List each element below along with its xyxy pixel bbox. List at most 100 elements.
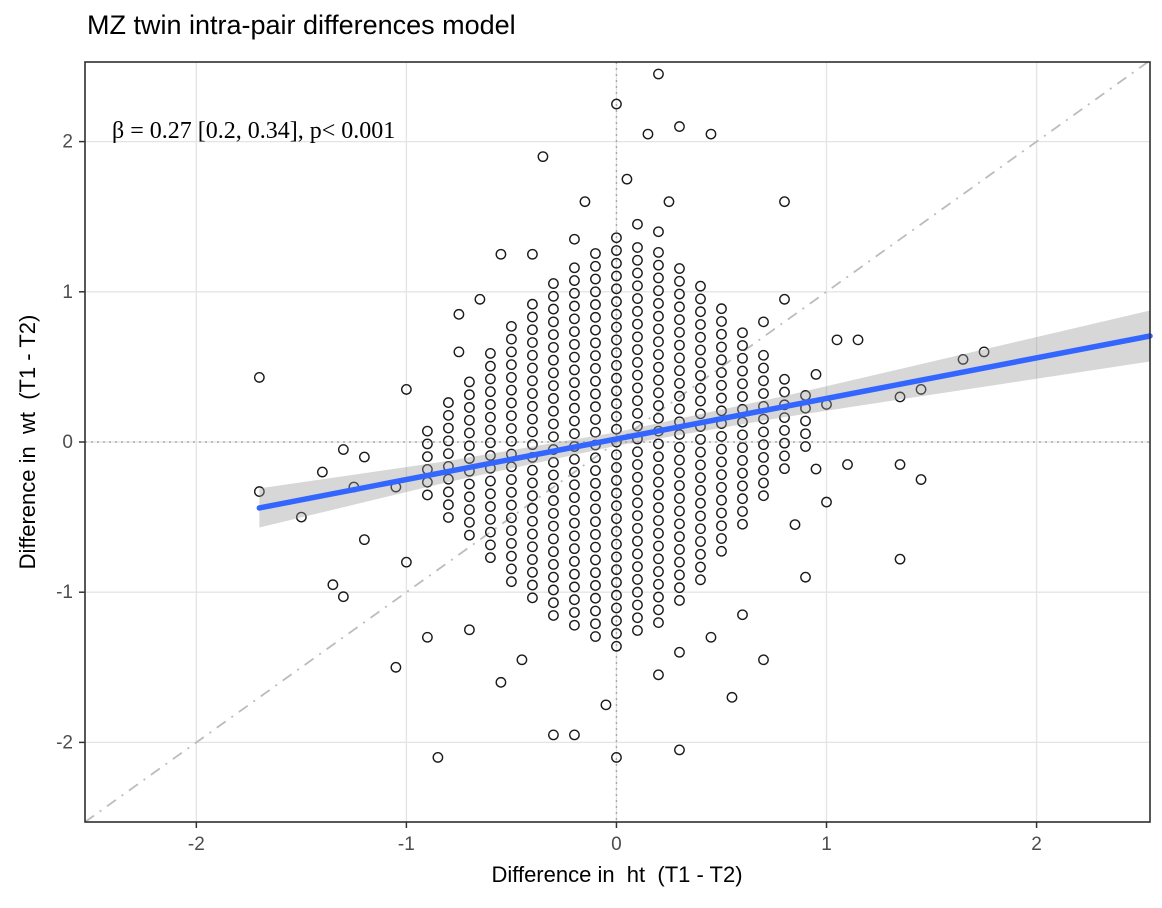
scatter-point	[590, 605, 601, 617]
scatter-point	[653, 502, 664, 514]
scatter-point	[632, 459, 643, 470]
scatter-point	[527, 541, 538, 553]
scatter-point	[611, 602, 622, 614]
scatter-point	[695, 446, 706, 458]
scatter-point	[548, 341, 559, 353]
scatter-point	[611, 423, 622, 435]
x-tick-label: -1	[398, 834, 415, 855]
scatter-point	[653, 259, 664, 271]
scatter-point	[590, 490, 601, 502]
scatter-point	[485, 475, 496, 487]
scatter-point	[653, 68, 664, 80]
scatter-point	[695, 395, 706, 407]
scatter-point	[569, 313, 580, 325]
scatter-point	[632, 318, 643, 330]
scatter-point	[590, 452, 601, 464]
scatter-point	[611, 232, 622, 244]
scatter-point	[569, 543, 580, 555]
scatter-point	[537, 151, 549, 163]
scatter-point	[674, 275, 685, 287]
scatter-point	[653, 578, 664, 590]
scatter-point	[632, 369, 643, 381]
scatter-point	[611, 411, 622, 422]
scatter-point	[527, 311, 538, 323]
scatter-point	[443, 397, 454, 408]
scatter-point	[611, 462, 622, 473]
scatter-point	[569, 287, 580, 299]
scatter-point	[653, 226, 664, 238]
scatter-point	[590, 311, 601, 323]
scatter-point	[695, 561, 706, 573]
scatter-point	[506, 372, 517, 383]
scatter-point	[758, 464, 769, 476]
scatter-point	[464, 453, 475, 464]
scatter-point	[653, 361, 664, 373]
scatter-point	[464, 414, 475, 426]
scatter-point	[695, 523, 706, 535]
scatter-point	[421, 631, 433, 643]
scatter-point	[779, 412, 790, 423]
scatter-point	[653, 349, 664, 360]
scatter-point	[705, 631, 717, 643]
scatter-point	[611, 487, 622, 499]
scatter-point	[632, 599, 643, 611]
scatter-point	[527, 528, 538, 540]
scatter-point	[611, 270, 622, 282]
scatter-point	[653, 336, 664, 348]
scatter-point	[632, 586, 643, 598]
scatter-point	[653, 387, 664, 399]
scatter-point	[758, 654, 769, 666]
scatter-point	[590, 401, 601, 413]
scatter-point	[569, 390, 580, 401]
scatter-point	[632, 382, 643, 394]
scatter-point	[695, 370, 706, 381]
scatter-point	[506, 486, 517, 498]
scatter-point	[653, 489, 664, 501]
scatter-point	[674, 301, 685, 313]
scatter-point	[611, 257, 622, 269]
scatter-point	[716, 482, 727, 493]
scatter-point	[548, 729, 559, 741]
scatter-point	[779, 293, 790, 305]
scatter-point	[569, 504, 580, 516]
scatter-point	[485, 513, 496, 525]
scatter-point	[590, 414, 601, 425]
scatter-point	[632, 535, 643, 547]
scatter-point	[485, 373, 496, 385]
scatter-point	[737, 467, 748, 479]
scatter-point	[506, 525, 517, 537]
scatter-point	[443, 486, 454, 498]
scatter-point	[611, 628, 622, 639]
scatter-point	[400, 556, 412, 568]
scatter-point	[653, 323, 664, 335]
scatter-point	[548, 418, 559, 430]
scatter-point	[337, 591, 349, 603]
scatter-point	[737, 378, 748, 390]
scatter-point	[548, 571, 559, 583]
scatter-point	[632, 446, 643, 458]
scatter-point	[527, 554, 538, 565]
scatter-point	[842, 459, 853, 470]
scatter-point	[894, 391, 906, 403]
scatter-point	[611, 564, 622, 576]
scatter-point	[548, 469, 559, 481]
scatter-point	[569, 530, 580, 542]
scatter-point	[653, 451, 664, 463]
scatter-point	[569, 428, 580, 440]
scatter-point	[495, 248, 507, 260]
scatter-point	[590, 248, 601, 259]
scatter-point	[674, 454, 685, 466]
scatter-point	[590, 503, 601, 515]
scatter-point	[779, 373, 790, 385]
scatter-point	[590, 273, 601, 285]
scatter-point	[464, 402, 475, 413]
scatter-point	[569, 233, 580, 245]
scatter-point	[716, 520, 727, 532]
scatter-point	[800, 571, 811, 583]
scatter-point	[569, 581, 580, 593]
scatter-point	[779, 424, 790, 436]
scatter-point	[443, 499, 454, 511]
scatter-point	[253, 486, 265, 497]
scatter-point	[506, 537, 517, 549]
scatter-point	[611, 500, 622, 512]
